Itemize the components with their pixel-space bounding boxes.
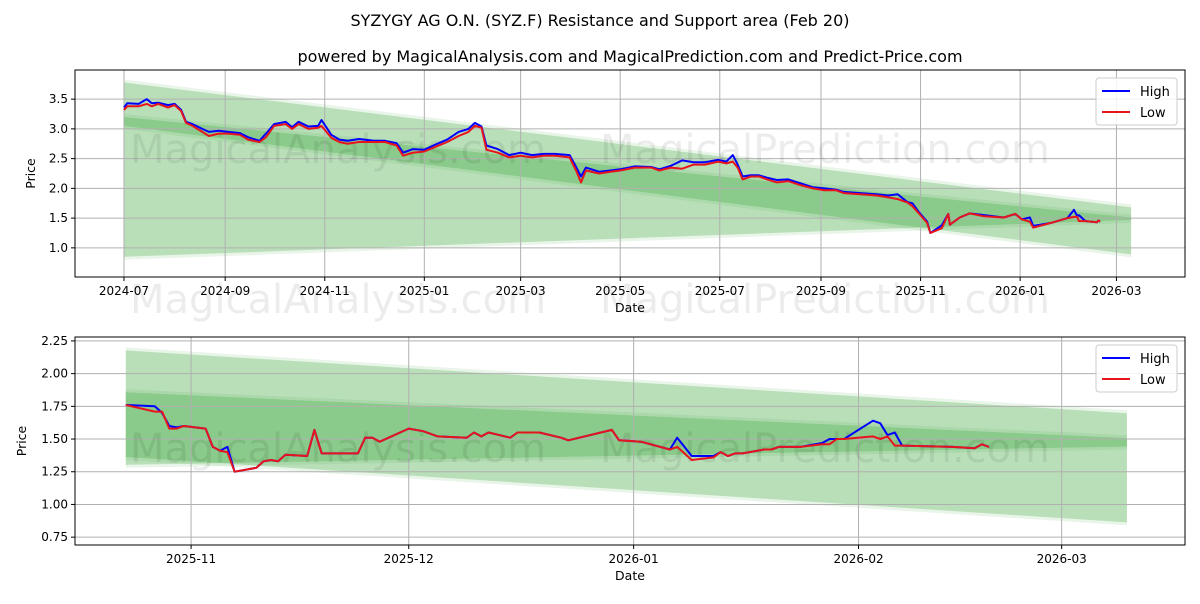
legend-box xyxy=(1095,344,1178,393)
resistance-band-fringe xyxy=(125,347,1127,526)
support-band-fringe xyxy=(125,389,1127,468)
watermark: MagicalAnalysis.com xyxy=(130,426,546,472)
legend: High Low xyxy=(1095,344,1178,393)
x-axis-label: Date xyxy=(615,568,645,583)
x-tick-label: 2025-12 xyxy=(384,552,434,566)
support-band xyxy=(125,392,1127,465)
y-tick-label: 3.5 xyxy=(49,92,68,106)
x-tick-label: 2026-03 xyxy=(1091,284,1141,298)
x-tick-label: 2025-01 xyxy=(399,284,449,298)
y-tick-label: 0.75 xyxy=(41,530,68,544)
support-band-fringe xyxy=(123,114,1132,260)
watermark: MagicalPrediction.com xyxy=(600,127,1050,173)
x-tick-label: 2025-11 xyxy=(895,284,945,298)
top-chart: 2024-07 2024-09 2024-11 2025-01 2025-03 2025-… xyxy=(23,69,1186,323)
y-tick-label: 1.5 xyxy=(49,211,68,225)
x-tick-label: 2024-11 xyxy=(300,284,350,298)
y-tick-label: 1.0 xyxy=(49,241,68,255)
plot-frame xyxy=(74,69,1186,278)
watermark: MagicalPrediction.com xyxy=(600,277,1050,323)
chart-subtitle: powered by MagicalAnalysis.com and Magic… xyxy=(297,47,962,66)
low-series-line xyxy=(123,102,1101,234)
y-tick-label: 1.50 xyxy=(41,432,68,446)
low-series-line xyxy=(125,404,990,473)
resistance-band xyxy=(125,350,1127,523)
y-tick-label: 1.00 xyxy=(41,497,68,511)
y-tick-label: 1.75 xyxy=(41,399,68,413)
x-tick-label: 2024-07 xyxy=(99,284,149,298)
x-axis-label: Date xyxy=(615,300,645,315)
watermark: MagicalAnalysis.com xyxy=(130,277,546,323)
legend-low-label: Low xyxy=(1140,373,1166,388)
x-tick-label: 2025-03 xyxy=(496,284,546,298)
y-tick-label: 2.0 xyxy=(49,181,68,195)
y-tick-label: 2.25 xyxy=(41,334,68,348)
x-tick-label: 2025-05 xyxy=(595,284,645,298)
support-band xyxy=(123,117,1132,257)
bottom-chart: 2025-11 2025-12 2026-01 2026-02 2026-03 0.75 1… xyxy=(14,334,1186,583)
y-tick-label: 2.5 xyxy=(49,152,68,166)
x-tick-label: 2026-01 xyxy=(995,284,1045,298)
y-tick-label: 2.00 xyxy=(41,367,68,381)
legend-box xyxy=(1095,77,1178,126)
x-tick-label: 2024-09 xyxy=(200,284,250,298)
x-tick-label: 2026-02 xyxy=(833,552,883,566)
legend-low-label: Low xyxy=(1140,106,1166,121)
y-axis-label: Price xyxy=(14,425,29,456)
chart-title: SYZYGY AG O.N. (SYZ.F) Resistance and Su… xyxy=(350,11,849,30)
y-tick-label: 1.25 xyxy=(41,465,68,479)
x-tick-label: 2025-09 xyxy=(796,284,846,298)
plot-frame xyxy=(74,336,1186,546)
x-tick-label: 2026-03 xyxy=(1037,552,1087,566)
legend-high-label: High xyxy=(1140,352,1170,367)
x-tick-label: 2025-11 xyxy=(166,552,216,566)
y-tick-label: 3.0 xyxy=(49,122,68,136)
watermark: MagicalAnalysis.com xyxy=(130,127,546,173)
x-tick-label: 2026-01 xyxy=(609,552,659,566)
x-tick-label: 2025-07 xyxy=(695,284,745,298)
y-axis-label: Price xyxy=(23,158,38,189)
legend-high-label: High xyxy=(1140,85,1170,100)
legend: High Low xyxy=(1095,77,1178,126)
